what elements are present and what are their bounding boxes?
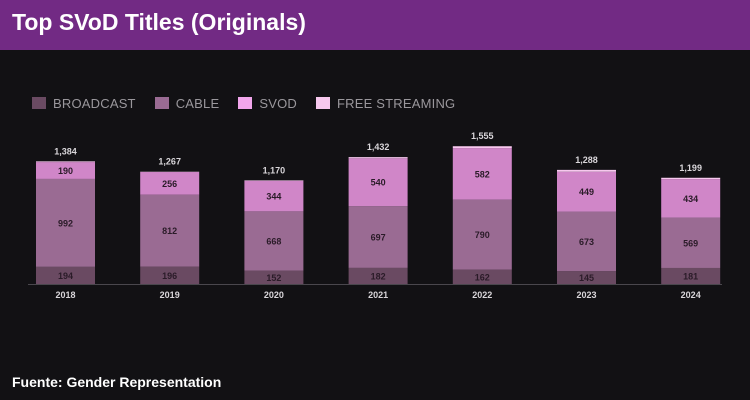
bar-segment-free-streaming (348, 157, 408, 159)
data-label: 449 (579, 187, 594, 197)
legend-item-svod: SVOD (238, 96, 297, 111)
total-label: 1,432 (367, 142, 390, 152)
legend-label: FREE STREAMING (337, 95, 456, 111)
bar-segment-svod (348, 158, 408, 207)
data-label: 256 (162, 179, 177, 189)
legend-swatch (238, 97, 253, 109)
bar-segment-broadcast (661, 267, 721, 284)
x-tick-label: 2023 (576, 290, 596, 300)
legend-label: BROADCAST (53, 95, 136, 111)
bar-segment-svod (140, 172, 200, 195)
bar-segment-cable (244, 211, 304, 271)
legend-swatch (32, 97, 46, 109)
data-label: 790 (475, 230, 490, 240)
data-label: 540 (371, 178, 386, 188)
bar-segment-svod (36, 162, 95, 179)
data-label: 582 (475, 169, 490, 179)
bar-segment-cable (557, 211, 616, 272)
legend-swatch (316, 97, 330, 109)
chart-legend: BROADCAST CABLE SVOD FREE STREAMING (32, 94, 455, 112)
data-label: 181 (683, 271, 698, 281)
total-label: 1,555 (471, 131, 494, 141)
data-label: 673 (579, 237, 594, 247)
bar-segment-broadcast (244, 270, 304, 284)
legend-label: CABLE (175, 95, 220, 111)
x-tick-label: 2022 (472, 290, 492, 300)
data-label: 196 (162, 271, 177, 281)
total-label: 1,199 (679, 163, 702, 173)
x-tick-label: 2021 (368, 290, 388, 300)
data-label: 152 (266, 273, 281, 283)
bar-segment-cable (452, 199, 512, 270)
bar-segment-svod (452, 148, 512, 200)
bar-segment-broadcast (557, 271, 616, 284)
source-note: Fuente: Gender Representation (12, 374, 222, 390)
bar-segment-cable (36, 178, 95, 267)
bar-segment-cable (348, 206, 408, 268)
legend-item-broadcast: BROADCAST (32, 96, 136, 111)
x-tick-label: 2019 (160, 290, 180, 300)
data-label: 182 (371, 271, 386, 281)
bar-segment-broadcast (452, 269, 512, 284)
bar-segment-free-streaming (36, 161, 95, 163)
total-label: 1,170 (263, 165, 286, 175)
total-label: 1,288 (575, 155, 598, 165)
bar-segment-broadcast (348, 267, 408, 284)
data-label: 162 (475, 272, 490, 282)
x-tick-label: 2024 (681, 290, 701, 300)
legend-item-cable: CABLE (154, 95, 220, 111)
chart-header: Top SVoD Titles (Originals) (0, 0, 750, 50)
bar-segment-broadcast (140, 266, 200, 284)
bar-segment-svod (244, 180, 304, 212)
bar-segment-free-streaming (661, 177, 721, 180)
bar-segment-cable (140, 194, 200, 267)
data-label: 668 (266, 236, 281, 246)
data-label: 344 (266, 192, 281, 202)
data-label: 992 (58, 218, 73, 228)
bar-segment-free-streaming (244, 180, 304, 181)
legend-swatch (154, 97, 169, 109)
chart-title: Top SVoD Titles (Originals) (12, 9, 306, 35)
bar-segment-free-streaming (557, 169, 616, 172)
data-label: 194 (58, 271, 73, 281)
stacked-bar-chart: 194 992 190 1,384 2018 196 812 256 1,267 2019 152 6… (28, 131, 722, 300)
data-label: 812 (162, 226, 177, 236)
data-label: 190 (58, 166, 73, 176)
bar-segment-broadcast (36, 266, 95, 284)
legend-item-free-streaming: FREE STREAMING (316, 96, 455, 111)
data-label: 697 (371, 232, 386, 242)
bar-segment-cable (661, 217, 721, 268)
bar-segment-svod (661, 179, 721, 218)
total-label: 1,384 (54, 146, 77, 156)
x-tick-label: 2020 (264, 290, 284, 300)
data-label: 145 (579, 273, 594, 283)
total-label: 1,267 (158, 157, 181, 167)
bar-segment-svod (557, 171, 616, 212)
data-label: 434 (683, 194, 698, 204)
data-label: 569 (683, 238, 698, 248)
legend-label: SVOD (259, 95, 297, 111)
x-tick-label: 2018 (55, 290, 75, 300)
bar-segment-free-streaming (452, 146, 512, 149)
